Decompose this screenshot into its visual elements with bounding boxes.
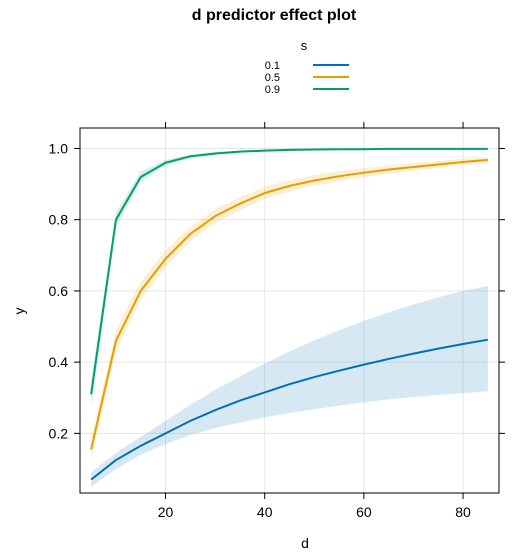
legend-label-0.1: 0.1 (265, 60, 280, 72)
x-axis-label: d (301, 535, 309, 551)
series-lines (90, 147, 489, 481)
plot-frame (79, 127, 500, 494)
x-tick-label: 60 (356, 504, 372, 520)
y-tick-label: 0.8 (49, 212, 69, 228)
legend-label-0.5: 0.5 (265, 72, 280, 84)
y-axis-ticks: 0.2 0.4 0.6 0.8 1.0 (49, 140, 505, 441)
x-tick-label: 80 (455, 504, 471, 520)
y-tick-label: 0.6 (49, 283, 69, 299)
line-0.9 (90, 147, 488, 395)
legend: s 0.10.50.9 (265, 38, 349, 96)
y-tick-label: 1.0 (49, 140, 69, 156)
y-tick-label: 0.4 (49, 354, 69, 370)
legend-title: s (301, 38, 308, 53)
plot-border (79, 127, 500, 494)
plot-area (80, 128, 499, 493)
legend-label-0.9: 0.9 (265, 84, 280, 96)
plot-background (80, 128, 499, 493)
band-0.1 (91, 285, 488, 487)
x-tick-label: 40 (257, 504, 273, 520)
y-tick-label: 0.2 (49, 425, 69, 441)
x-axis-ticks: 20 40 60 80 (158, 122, 471, 520)
line-0.1 (90, 338, 489, 481)
line-0.5 (90, 158, 488, 450)
y-axis-label: y (11, 308, 27, 315)
chart-title: d predictor effect plot (192, 7, 357, 24)
x-tick-label: 20 (158, 504, 174, 520)
